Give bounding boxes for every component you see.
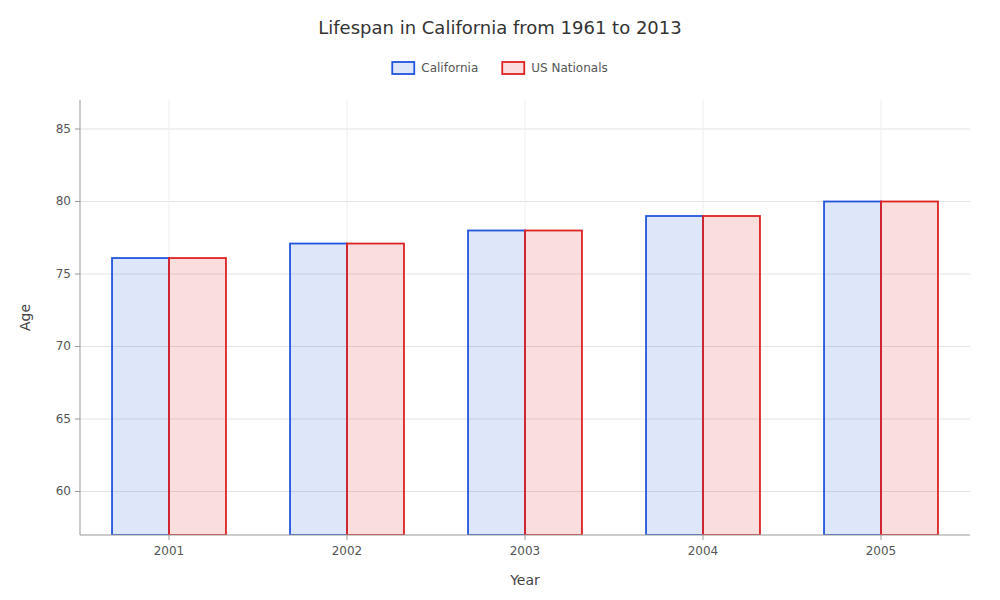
x-tick <box>169 535 170 540</box>
legend-swatch <box>392 62 414 74</box>
legend: California US Nationals <box>392 61 607 75</box>
bar <box>881 202 938 536</box>
bar <box>290 244 347 535</box>
y-tick <box>75 201 80 202</box>
x-tick-label: 2002 <box>332 544 363 558</box>
bar <box>824 202 881 536</box>
legend-item: California <box>392 61 478 75</box>
y-axis-label: Age <box>17 304 33 331</box>
x-tick-label: 2004 <box>688 544 719 558</box>
bar <box>703 216 760 535</box>
background <box>0 0 1000 600</box>
chart: 60 65 70 75 80 85 2001 2002 2003 2004 2005 Year Age L… <box>0 0 1000 600</box>
bar <box>169 258 226 535</box>
legend-swatch <box>502 62 524 74</box>
bar <box>525 231 582 536</box>
title: Lifespan in California from 1961 to 2013 <box>318 17 681 38</box>
y-tick <box>75 491 80 492</box>
bars <box>112 202 938 536</box>
x-tick-label: 2003 <box>510 544 541 558</box>
y-tick-label: 80 <box>56 194 71 208</box>
y-tick <box>75 346 80 347</box>
legend-label: US Nationals <box>531 61 607 75</box>
y-tick <box>75 129 80 130</box>
x-tick-label: 2005 <box>866 544 897 558</box>
x-tick <box>881 535 882 540</box>
bar <box>646 216 703 535</box>
x-tick <box>525 535 526 540</box>
x-axis-label: Year <box>509 572 540 588</box>
y-tick-label: 75 <box>56 267 71 281</box>
bar <box>112 258 169 535</box>
grid <box>80 100 970 535</box>
legend-item: US Nationals <box>502 61 607 75</box>
y-tick-label: 60 <box>56 484 71 498</box>
legend-label: California <box>421 61 478 75</box>
bar <box>347 244 404 535</box>
y-tick-label: 70 <box>56 339 71 353</box>
bar <box>468 231 525 536</box>
y-axis-line <box>80 100 81 535</box>
y-tick <box>75 419 80 420</box>
x-tick-label: 2001 <box>154 544 185 558</box>
y-tick-label: 65 <box>56 412 71 426</box>
x-tick <box>703 535 704 540</box>
page: {"chart_data": {"type": "bar", "title": … <box>0 0 1000 600</box>
y-tick-label: 85 <box>56 122 71 136</box>
y-tick <box>75 274 80 275</box>
x-tick <box>347 535 348 540</box>
